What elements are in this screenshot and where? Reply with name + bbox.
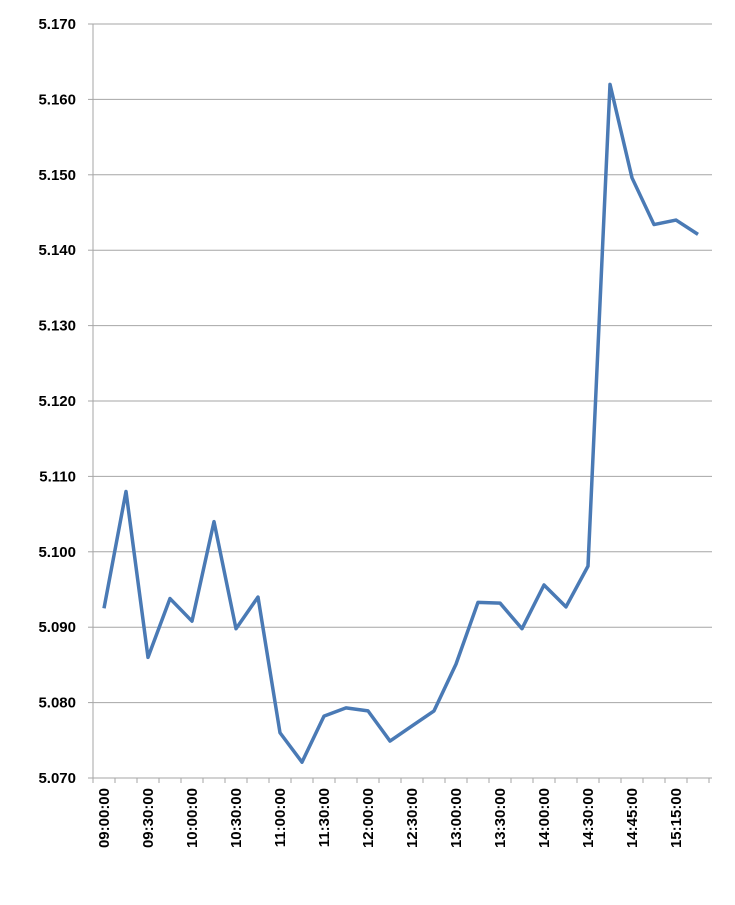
y-tick-label: 5.160 <box>38 91 76 108</box>
y-tick-label: 5.090 <box>38 619 76 636</box>
y-tick-label: 5.150 <box>38 167 76 184</box>
y-tick-label: 5.110 <box>39 468 76 485</box>
x-tick-label: 12:00:00 <box>360 788 377 848</box>
x-tick-label: 13:00:00 <box>448 788 465 848</box>
y-tick-label: 5.120 <box>38 393 76 410</box>
x-tick-label: 14:30:00 <box>580 788 597 848</box>
gridlines <box>88 23 712 783</box>
x-tick-label: 09:00:00 <box>96 788 113 848</box>
x-tick-label: 10:30:00 <box>228 788 245 848</box>
x-tick-label: 15:15:00 <box>668 788 685 848</box>
y-tick-label: 5.080 <box>38 695 76 712</box>
y-tick-label: 5.140 <box>38 242 76 259</box>
x-tick-label: 09:30:00 <box>140 788 157 848</box>
x-tick-label: 10:00:00 <box>184 788 201 848</box>
x-axis-ticks: 09:00:00 09:30:00 10:00:00 10:30:00 11:00:00… <box>96 788 685 848</box>
x-tick-label: 14:00:00 <box>536 788 553 848</box>
x-tick-label: 13:30:00 <box>492 788 509 848</box>
series-layer <box>102 82 699 764</box>
x-tick-label: 11:30:00 <box>316 788 333 847</box>
y-tick-label: 5.100 <box>38 544 76 561</box>
x-tick-label: 14:45:00 <box>624 788 641 848</box>
y-axis-ticks: 5.070 5.080 5.090 5.100 5.110 5.120 5.130 5.140… <box>38 16 76 787</box>
x-tick-label: 11:00:00 <box>272 788 289 847</box>
y-tick-label: 5.130 <box>38 318 76 335</box>
x-tick-label: 12:30:00 <box>404 788 421 848</box>
y-tick-label: 5.170 <box>38 16 76 33</box>
y-tick-label: 5.070 <box>38 770 76 787</box>
series-line <box>102 82 699 764</box>
